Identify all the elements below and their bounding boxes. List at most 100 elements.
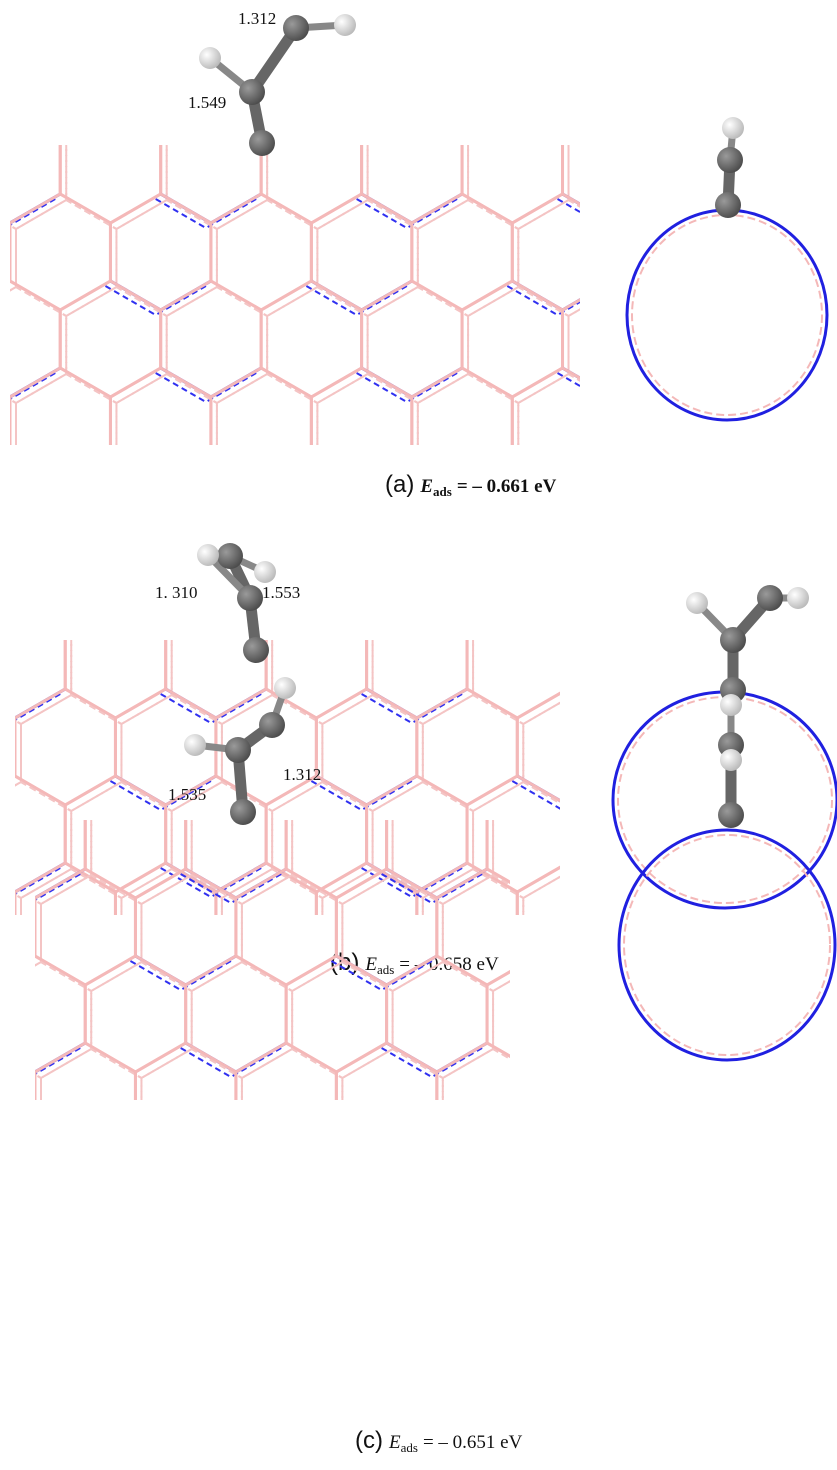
- caption: (c)Eads= – 0.651 eV: [355, 1427, 523, 1455]
- hexagon-blue: [517, 602, 617, 631]
- hexagon: [517, 515, 617, 631]
- hexagon-blue: [135, 956, 235, 985]
- hexagon: [417, 515, 517, 631]
- hexagon-blue: [563, 368, 663, 397]
- energy-subscript: ads: [401, 1440, 418, 1455]
- hexagon: [211, 368, 311, 484]
- hexagon-blue-dash: [0, 286, 5, 315]
- carbon-atom: [717, 147, 743, 173]
- hexagon-shadow: [0, 461, 66, 577]
- hexagon-blue: [0, 776, 15, 805]
- hexagon-shadow: [473, 608, 573, 724]
- hexagon: [512, 368, 612, 484]
- adsorbate-molecule-end-view: [718, 694, 744, 828]
- hexagon: [517, 863, 617, 979]
- bond-length: 1.553: [262, 583, 300, 602]
- hexagon-blue: [563, 542, 663, 571]
- nanotube-end-view-inner: [624, 835, 830, 1055]
- nanotube-end-view: [627, 210, 827, 420]
- carbon-atom: [225, 737, 251, 763]
- carbon-atom: [249, 130, 275, 156]
- hexagon-blue-dash: [0, 787, 30, 816]
- hexagon-blue: [110, 455, 210, 484]
- panel: 1. 3101.553(b)Eads= – 0.658 eV: [0, 515, 837, 985]
- hexagon: [0, 602, 65, 718]
- hexagon-blue-dash: [311, 607, 411, 636]
- adsorbate-molecule: [197, 543, 276, 663]
- hexagon-shadow: [574, 608, 674, 724]
- hydrogen-atom: [184, 734, 206, 756]
- hexagon-blue: [362, 542, 462, 571]
- hexagon-shadow: [569, 461, 669, 577]
- bond-length: 1.535: [168, 785, 206, 804]
- hexagon-blue-dash: [563, 868, 663, 897]
- hexagon-shadow: [0, 26, 16, 142]
- carbon-atom: [259, 712, 285, 738]
- hexagon: [316, 515, 416, 631]
- hexagon-blue: [311, 107, 411, 136]
- carbon-atom: [757, 585, 783, 611]
- hexagon-blue: [0, 956, 35, 985]
- bond-length: 1.312: [283, 765, 321, 784]
- hexagon-blue-dash: [357, 547, 457, 576]
- hexagon-blue-dash: [105, 112, 205, 141]
- hexagon-blue: [563, 194, 663, 223]
- hexagon-blue-dash: [558, 547, 658, 576]
- hexagon-blue: [362, 368, 462, 397]
- hexagon-shadow: [368, 461, 468, 577]
- carbon-atom: [239, 79, 265, 105]
- hexagon: [563, 455, 663, 571]
- hexagon-blue-dash: [0, 1135, 30, 1164]
- energy-symbol: E: [388, 1432, 401, 1453]
- hydrogen-atom: [720, 694, 742, 716]
- hydrogen-atom: [274, 677, 296, 699]
- hexagon-blue-dash: [105, 460, 205, 489]
- energy-value: = – 0.661 eV: [457, 476, 557, 497]
- hexagon-shadow: [619, 26, 719, 142]
- bond-length: 1. 310: [155, 583, 198, 602]
- hexagon: [35, 1043, 135, 1159]
- hexagon-blue: [186, 1043, 286, 1072]
- hexagon: [261, 455, 361, 571]
- nanotube-side-view: [0, 515, 724, 985]
- hexagon-blue-dash: [563, 694, 663, 723]
- hexagon-shadow: [523, 521, 623, 637]
- hexagon-blue: [135, 1130, 235, 1159]
- carbon-atom: [217, 543, 243, 569]
- hexagon-blue-dash: [110, 607, 210, 636]
- hexagon: [0, 20, 10, 136]
- hexagon-blue-dash: [532, 961, 632, 990]
- hexagon-shadow: [0, 200, 16, 316]
- hexagon-blue: [0, 542, 60, 571]
- hexagon: [0, 515, 15, 631]
- hexagon: [568, 602, 668, 718]
- hexagon-shadow: [468, 113, 568, 229]
- hexagon-blue: [336, 1130, 436, 1159]
- hexagon-shadow: [0, 869, 21, 985]
- hexagon-shadow: [624, 695, 724, 811]
- hexagon: [0, 455, 60, 571]
- hexagon-shadow: [569, 113, 669, 229]
- adsorbate-molecule-end-view: [686, 585, 809, 703]
- carbon-atom: [237, 585, 263, 611]
- hexagon: [0, 1043, 35, 1159]
- hydrogen-atom: [720, 749, 742, 771]
- hexagon: [0, 956, 85, 1072]
- hexagon-shadow: [267, 461, 367, 577]
- hexagon: [613, 368, 713, 484]
- carbon-atom: [230, 799, 256, 825]
- hexagon: [537, 1043, 637, 1159]
- caption: (a)Eads= – 0.661 eV: [385, 471, 557, 499]
- hexagon: [311, 20, 411, 136]
- hexagon-blue-dash: [331, 1135, 431, 1164]
- panel-label: (a): [385, 471, 414, 498]
- hexagon-blue: [0, 455, 10, 484]
- hexagon-shadow: [543, 1049, 643, 1165]
- hexagon: [437, 1043, 537, 1159]
- hexagon-shadow: [523, 695, 623, 811]
- hexagon-blue: [517, 776, 617, 805]
- panel-label: (c): [355, 1427, 383, 1454]
- hexagon: [537, 869, 637, 985]
- hexagon: [613, 20, 713, 136]
- hexagon-blue-dash: [507, 112, 607, 141]
